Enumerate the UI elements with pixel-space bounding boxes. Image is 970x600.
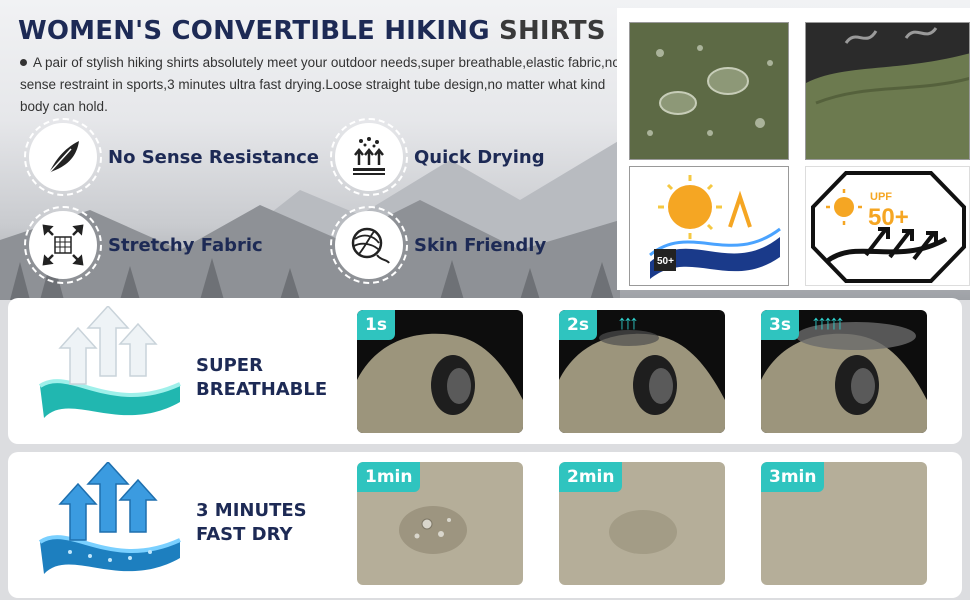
- bullet-icon: [20, 59, 27, 66]
- time-tag: 1min: [357, 462, 421, 492]
- fast-dry-label-line2: FAST DRY: [196, 524, 293, 545]
- breathable-fabric-icon: [38, 306, 181, 418]
- steam-arrows-icon: ↑↑↑↑↑: [811, 312, 845, 334]
- breathable-label-line2: BREATHABLE: [196, 379, 328, 400]
- upf-label: UPF: [870, 191, 892, 203]
- page-title: WOMEN'S CONVERTIBLE HIKING SHIRTS: [18, 16, 606, 46]
- fast-dry-tile-1: 1min: [357, 462, 523, 585]
- feature-label: Quick Drying: [414, 146, 545, 168]
- water-droplets-photo: [629, 22, 789, 160]
- sun-protection-photo: 50+: [629, 166, 789, 286]
- feather-icon: [48, 141, 79, 174]
- fast-dry-label: 3 MINUTES FAST DRY: [196, 499, 307, 547]
- fast-dry-tile-2: 2min: [559, 462, 725, 585]
- fast-dry-label-line1: 3 MINUTES: [196, 500, 307, 521]
- title-last-word: SHIRTS: [499, 16, 606, 46]
- uv-tag: 50+: [657, 256, 674, 267]
- time-tag: 3min: [761, 462, 825, 492]
- breathable-tile-2: 2s ↑↑↑: [559, 310, 725, 433]
- feature-skin-friendly: Skin Friendly: [330, 206, 546, 284]
- feature-label: No Sense Resistance: [108, 146, 319, 168]
- description-text: A pair of stylish hiking shirts absolute…: [20, 55, 620, 114]
- breathable-fabric-photo: [805, 22, 970, 160]
- breathable-tile-1: 1s: [357, 310, 523, 433]
- feature-no-sense-resistance: No Sense Resistance: [24, 118, 319, 196]
- fast-dry-panel: 3 MINUTES FAST DRY 1min 2min 3min: [8, 452, 962, 598]
- hero-section: WOMEN'S CONVERTIBLE HIKING SHIRTS A pair…: [0, 0, 970, 300]
- time-tag: 2min: [559, 462, 623, 492]
- breathable-panel: SUPER BREATHABLE 1s 2s ↑↑↑ 3s ↑↑↑↑↑: [8, 298, 962, 444]
- time-tag: 2s: [559, 310, 597, 340]
- fast-dry-tile-3: 3min: [761, 462, 927, 585]
- feature-label: Skin Friendly: [414, 234, 547, 256]
- feature-quick-drying: Quick Drying: [330, 118, 545, 196]
- steam-arrows-icon: ↑↑↑: [617, 312, 639, 334]
- upf-value: 50+: [868, 204, 909, 231]
- yarn-ball-icon: [351, 227, 390, 264]
- description: A pair of stylish hiking shirts absolute…: [20, 52, 625, 118]
- drying-icon: [353, 137, 385, 175]
- feature-stretchy-fabric: Stretchy Fabric: [24, 206, 263, 284]
- photo-collage: 50+ UPF 50+: [617, 8, 970, 290]
- breathable-label-line1: SUPER: [196, 355, 263, 376]
- stretch-icon: [42, 224, 84, 266]
- breathable-tile-3: 3s ↑↑↑↑↑: [761, 310, 927, 433]
- time-tag: 3s: [761, 310, 799, 340]
- title-main: WOMEN'S CONVERTIBLE HIKING: [18, 16, 490, 46]
- time-tag: 1s: [357, 310, 395, 340]
- feature-label: Stretchy Fabric: [108, 234, 263, 256]
- upf-badge-photo: UPF 50+: [805, 166, 970, 286]
- breathable-label: SUPER BREATHABLE: [196, 354, 327, 402]
- fast-dry-fabric-icon: [38, 462, 181, 574]
